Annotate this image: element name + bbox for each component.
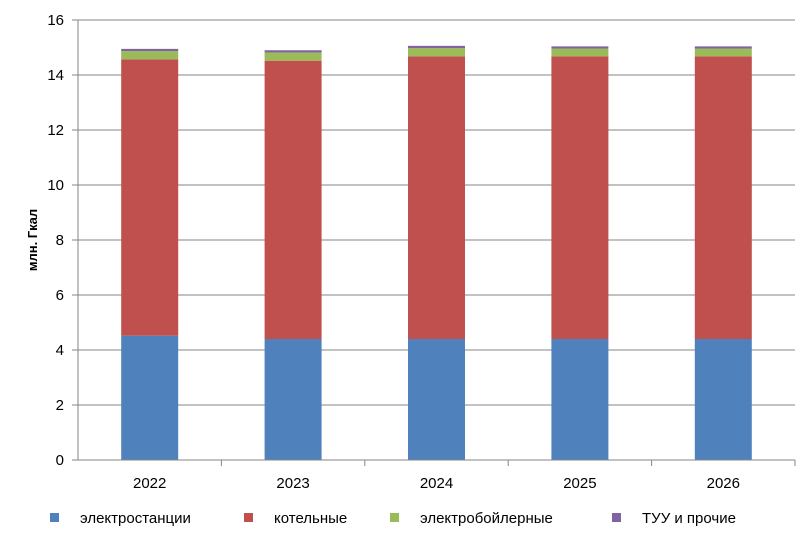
bar-segment-1 — [264, 339, 322, 460]
legend-swatch — [244, 513, 253, 522]
y-tick-label: 2 — [56, 397, 64, 414]
bar-segment-2 — [264, 60, 322, 339]
bar-segment-3 — [408, 48, 465, 57]
bar-segment-4 — [694, 46, 752, 49]
y-tick-label: 6 — [56, 287, 64, 304]
y-tick-label: 16 — [47, 12, 64, 29]
legend-label: электростанции — [80, 510, 191, 527]
y-tick-label: 12 — [47, 122, 64, 139]
bar-segment-2 — [408, 56, 465, 340]
x-tick-label: 2024 — [420, 475, 453, 492]
bar-segment-3 — [551, 48, 609, 57]
bar-segment-2 — [551, 56, 609, 340]
legend-label: электробойлерные — [420, 510, 553, 527]
bar-segment-3 — [121, 51, 179, 60]
y-tick-label: 8 — [56, 232, 64, 249]
bars — [121, 45, 752, 460]
bar-segment-4 — [121, 48, 179, 52]
bar-segment-1 — [551, 339, 609, 460]
bar-segment-3 — [264, 52, 322, 61]
x-tick-label: 2026 — [707, 475, 740, 492]
legend-swatch — [390, 513, 399, 522]
bar-segment-4 — [408, 45, 465, 49]
bar-segment-4 — [551, 46, 609, 49]
y-axis-label: млн. Гкал — [25, 209, 40, 271]
y-tick-label: 14 — [47, 67, 64, 84]
axes — [72, 19, 796, 466]
y-tick-label: 10 — [47, 177, 64, 194]
y-tick-label: 0 — [56, 452, 64, 469]
bar-segment-1 — [408, 339, 465, 460]
legend-label: ТУУ и прочие — [642, 510, 736, 527]
x-tick-labels: 2022 2023 2024 2025 2026 — [133, 475, 740, 492]
x-tick-label: 2023 — [276, 475, 309, 492]
y-tick-labels: 0 2 4 6 8 10 12 14 16 — [47, 12, 64, 469]
bar-segment-1 — [121, 335, 179, 460]
legend-label: котельные — [274, 510, 347, 527]
bar-segment-2 — [694, 56, 752, 340]
bar-segment-1 — [694, 339, 752, 460]
bar-segment-3 — [694, 48, 752, 57]
bar-segment-2 — [121, 59, 179, 336]
legend-swatch — [50, 513, 59, 522]
x-tick-label: 2022 — [133, 475, 166, 492]
legend: электростанции котельные электробойлерные Т… — [50, 510, 736, 527]
y-tick-label: 4 — [56, 342, 64, 359]
x-tick-label: 2025 — [563, 475, 596, 492]
bar-segment-4 — [264, 50, 322, 53]
legend-swatch — [612, 513, 621, 522]
